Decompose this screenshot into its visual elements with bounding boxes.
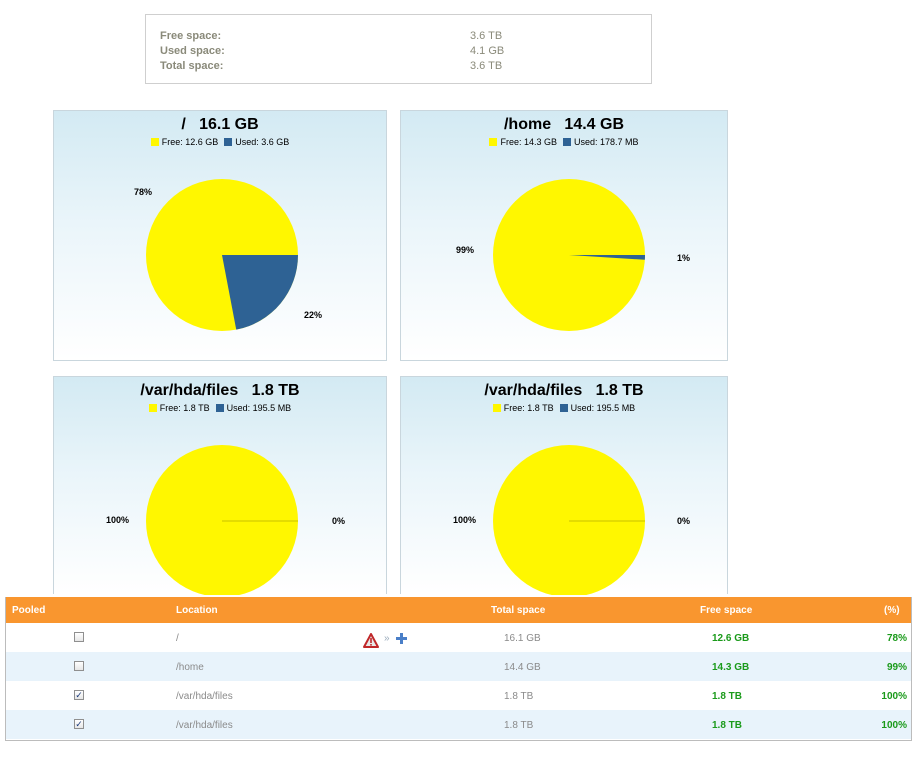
pie-label-used: 0% [332, 516, 345, 526]
legend-text: Free: 1.8 TB [503, 403, 554, 413]
chart-title: /var/hda/files 1.8 TB [140, 382, 300, 399]
header-total-space[interactable]: Total space [491, 605, 546, 616]
pie-label-free: 99% [456, 245, 474, 255]
chart-panel-home: /home 14.4 GB Free: 14.3 GB Used: 178.7 MB… [400, 110, 728, 361]
table-row: ✓ /var/hda/files 1.8 TB 1.8 TB 100% [6, 710, 911, 739]
free-space-cell: 12.6 GB [712, 633, 750, 644]
free-space-value: 3.6 TB [470, 30, 503, 42]
pie-label-used: 22% [304, 310, 322, 320]
table-header: Pooled Location Total space Free space (… [6, 597, 911, 623]
legend-free: Free: 1.8 TB [492, 403, 554, 413]
free-space-row: Free space: 3.6 TB [160, 30, 640, 44]
pie-label-free: 78% [134, 187, 152, 197]
total-space-cell: 1.8 TB [504, 720, 534, 731]
legend-free: Free: 1.8 TB [148, 403, 210, 413]
space-summary: Free space: 3.6 TB Used space: 4.1 GB To… [145, 14, 652, 84]
plus-icon[interactable] [396, 633, 407, 647]
legend-used: Used: 195.5 MB [215, 403, 292, 413]
header-location[interactable]: Location [176, 605, 218, 616]
legend-swatch [489, 138, 498, 146]
free-space-cell: 1.8 TB [712, 720, 743, 731]
header-percent[interactable]: (%) [884, 605, 900, 616]
pooled-checkbox[interactable] [74, 661, 84, 671]
chart-panel-files-2: /var/hda/files 1.8 TB Free: 1.8 TB Used: 1… [400, 376, 728, 595]
total-space-row: Total space: 3.6 TB [160, 60, 640, 74]
percent-cell: 78% [886, 633, 907, 644]
pie-slice-used [222, 255, 298, 330]
free-space-cell: 1.8 TB [712, 691, 743, 702]
legend-swatch [224, 138, 233, 146]
chart-legend: Free: 14.3 GB Used: 178.7 MB [401, 137, 727, 147]
chart-legend: Free: 1.8 TB Used: 195.5 MB [401, 403, 727, 413]
pie-label-free: 100% [106, 515, 129, 525]
pie-slice-used [569, 255, 645, 260]
legend-swatch [150, 138, 159, 146]
location-cell: /var/hda/files [176, 720, 233, 731]
pie-chart: 99% 1% [456, 179, 690, 331]
chart-panel-files-1: /var/hda/files 1.8 TB Free: 1.8 TB Used: 1… [53, 376, 387, 595]
free-space-cell: 14.3 GB [712, 662, 750, 673]
legend-text: Used: 195.5 MB [226, 403, 292, 413]
total-space-cell: 14.4 GB [504, 662, 541, 673]
legend-swatch [559, 404, 568, 412]
free-space-label: Free space: [160, 30, 222, 42]
location-cell: / [176, 633, 179, 644]
legend-text: Free: 14.3 GB [500, 137, 557, 147]
chart-title: /var/hda/files 1.8 TB [484, 382, 644, 399]
legend-text: Used: 195.5 MB [570, 403, 636, 413]
table-row: /home 14.4 GB 14.3 GB 99% [6, 652, 911, 681]
legend-text: Used: 3.6 GB [235, 137, 290, 147]
legend-used: Used: 178.7 MB [562, 137, 639, 147]
pie-slice-free [493, 445, 645, 595]
chart-panel-root: / 16.1 GB Free: 12.6 GB Used: 3.6 GB 78% 22% [53, 110, 387, 361]
total-space-cell: 1.8 TB [504, 691, 534, 702]
pie-label-free: 100% [453, 515, 476, 525]
chart-legend: Free: 12.6 GB Used: 3.6 GB [54, 137, 386, 147]
pie-chart: 78% 22% [134, 179, 322, 331]
pie-chart: 100% 0% [106, 445, 345, 595]
total-space-cell: 16.1 GB [504, 633, 541, 644]
legend-swatch [148, 404, 157, 412]
percent-cell: 100% [881, 691, 907, 702]
total-space-label: Total space: [160, 60, 224, 72]
pooled-checkbox[interactable]: ✓ [74, 719, 84, 729]
arrow-icon[interactable]: » [384, 633, 390, 644]
percent-cell: 99% [886, 662, 907, 673]
drive-table: Pooled Location Total space Free space (… [5, 597, 912, 741]
used-space-label: Used space: [160, 45, 225, 57]
table-row: / 16.1 GB 12.6 GB 78% » [6, 623, 911, 652]
legend-free: Free: 14.3 GB [489, 137, 557, 147]
chart-legend: Free: 1.8 TB Used: 195.5 MB [54, 403, 386, 413]
chart-title: /home 14.4 GB [503, 116, 625, 133]
table-row: ✓ /var/hda/files 1.8 TB 1.8 TB 100% [6, 681, 911, 710]
pooled-checkbox[interactable] [74, 632, 84, 642]
chart-title: / 16.1 GB [181, 116, 259, 133]
legend-swatch [562, 138, 571, 146]
legend-free: Free: 12.6 GB [150, 137, 219, 147]
pie-slice-free [146, 445, 298, 595]
pooled-checkbox[interactable]: ✓ [74, 690, 84, 700]
percent-cell: 100% [881, 720, 907, 731]
location-cell: /home [176, 662, 204, 673]
used-space-row: Used space: 4.1 GB [160, 45, 640, 59]
legend-used: Used: 3.6 GB [224, 137, 289, 147]
total-space-value: 3.6 TB [470, 60, 503, 72]
legend-swatch [215, 404, 224, 412]
location-cell: /var/hda/files [176, 691, 233, 702]
legend-text: Used: 178.7 MB [573, 137, 639, 147]
header-pooled[interactable]: Pooled [12, 605, 46, 616]
legend-swatch [492, 404, 501, 412]
legend-used: Used: 195.5 MB [559, 403, 636, 413]
pie-label-used: 0% [677, 516, 690, 526]
warning-icon[interactable] [363, 633, 379, 651]
header-free-space[interactable]: Free space [700, 605, 753, 616]
pie-label-used: 1% [677, 253, 690, 263]
legend-text: Free: 1.8 TB [159, 403, 210, 413]
legend-text: Free: 12.6 GB [161, 137, 219, 147]
used-space-value: 4.1 GB [470, 45, 505, 57]
pie-chart: 100% 0% [453, 445, 690, 595]
